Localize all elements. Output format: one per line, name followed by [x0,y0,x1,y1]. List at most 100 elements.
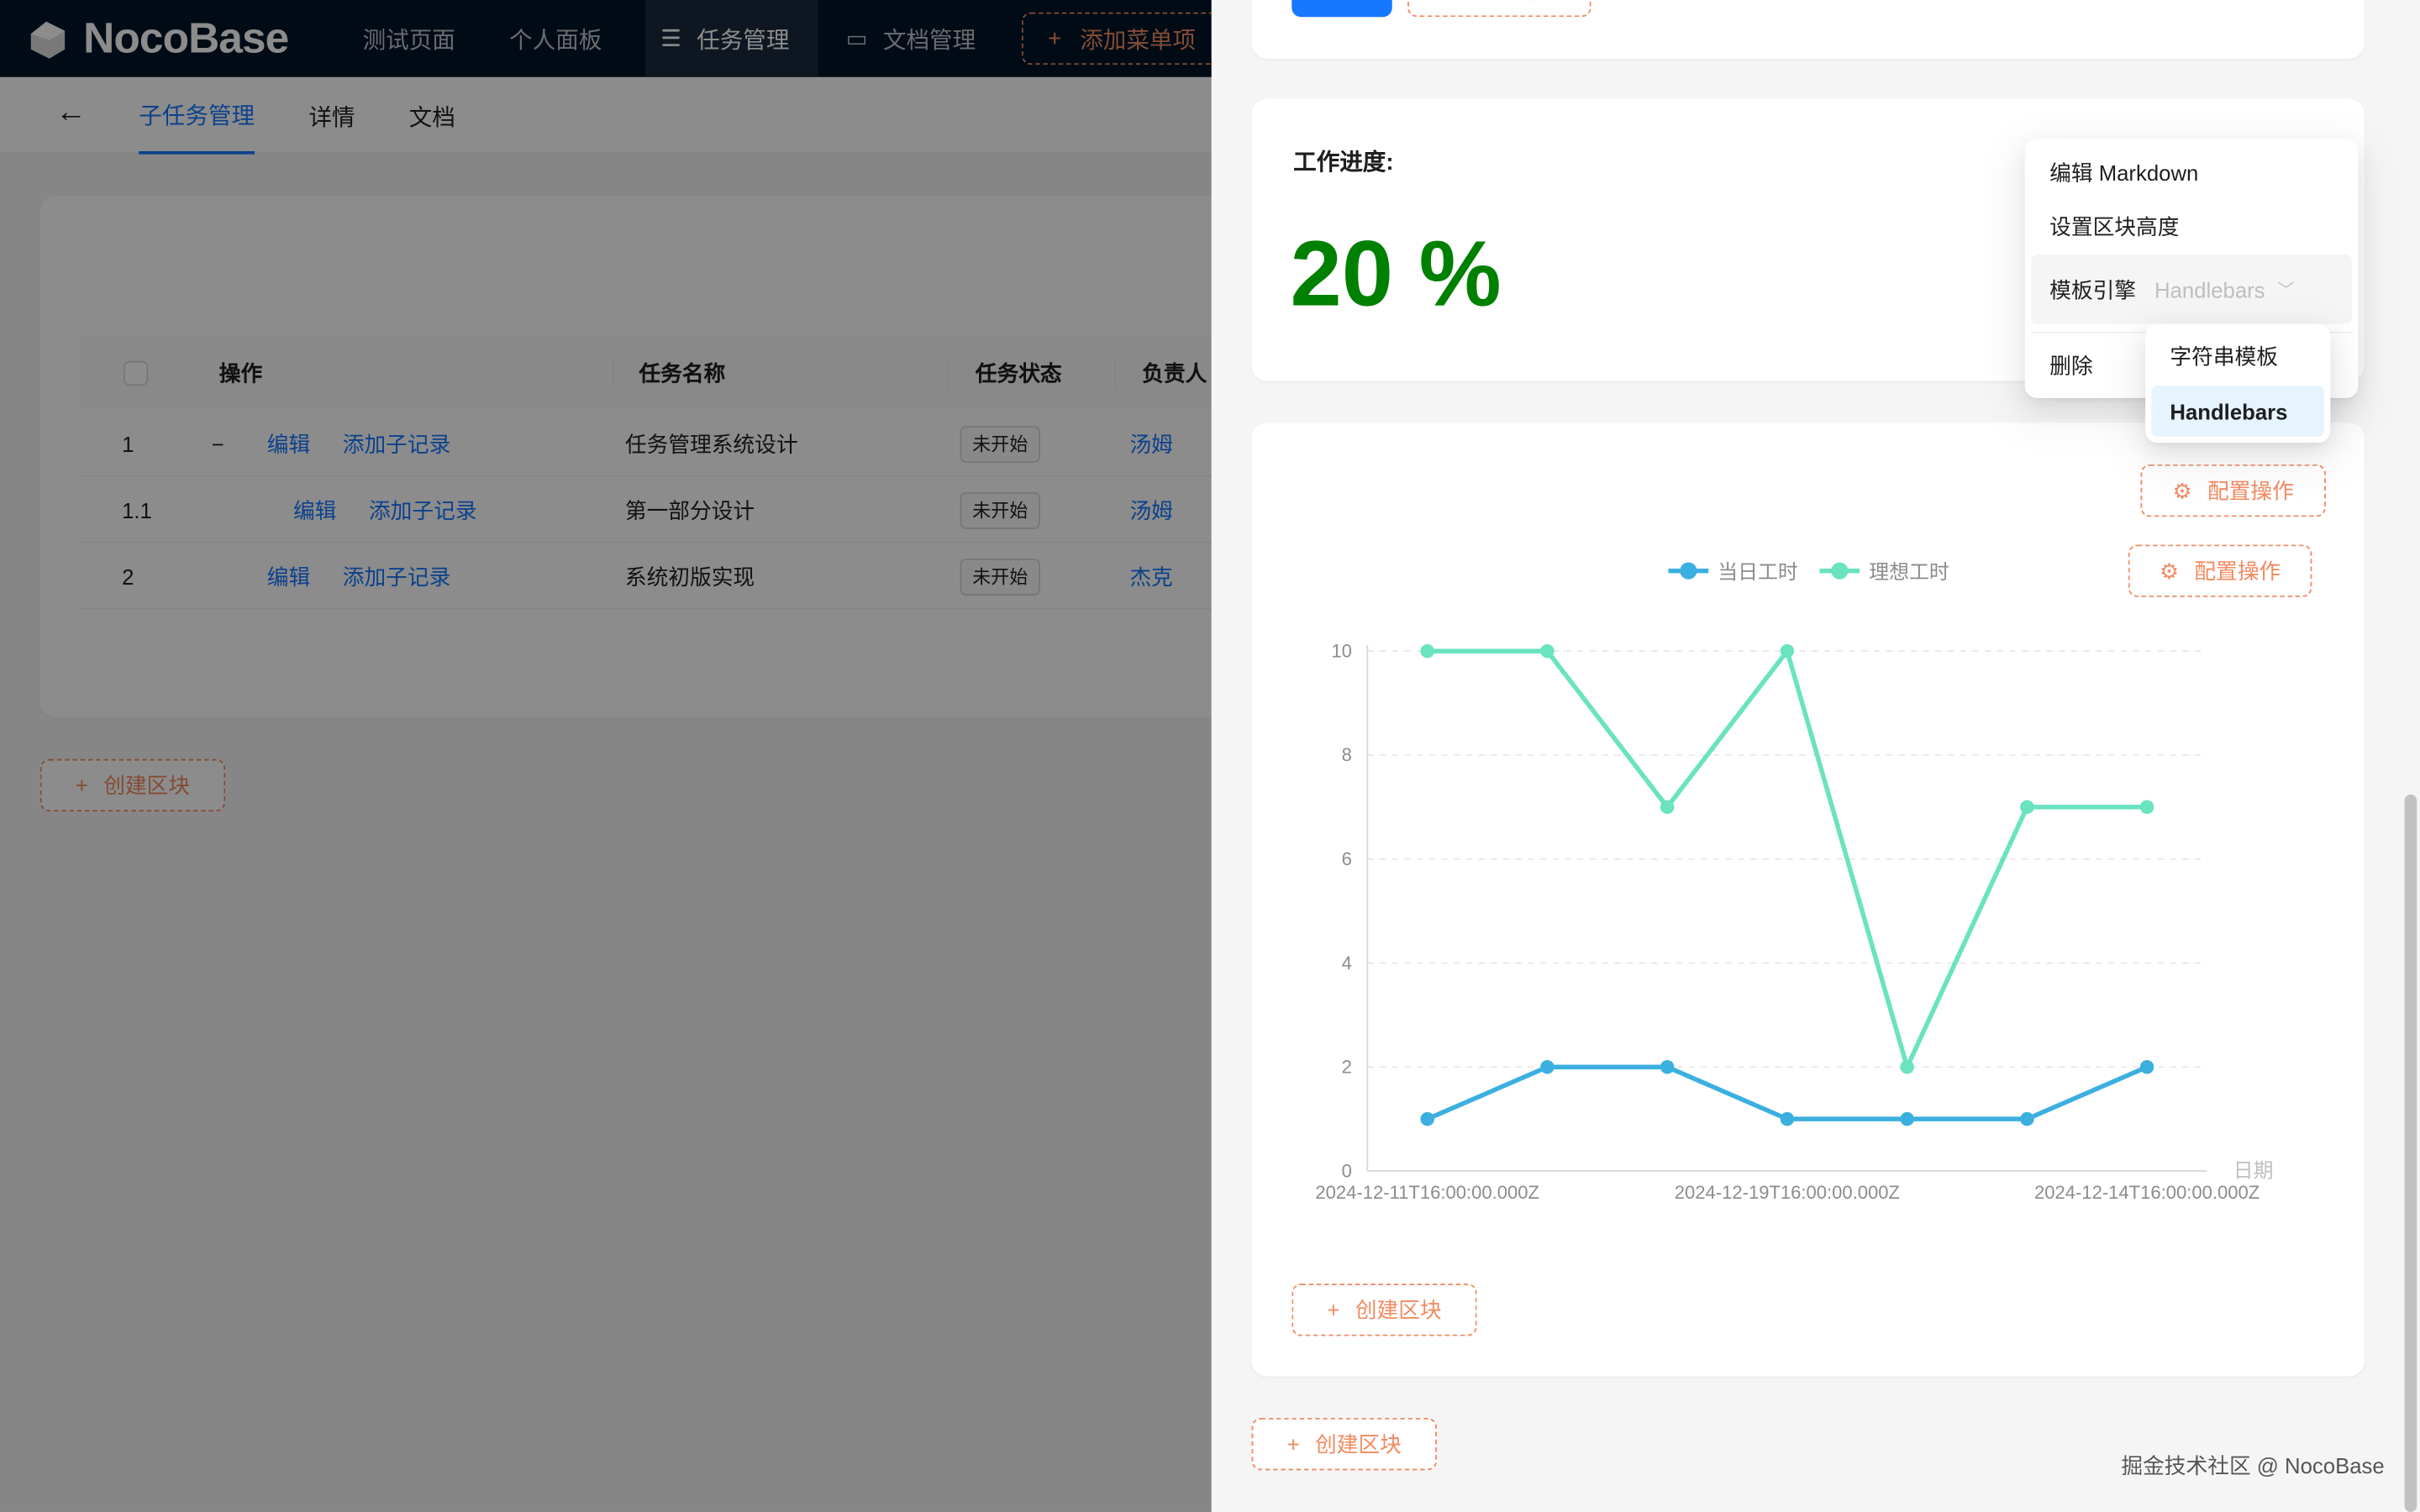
column-header-task-name[interactable]: 任务名称 [639,360,726,386]
submit-label: 提交 [1320,0,1363,5]
status-tag: 未开始 [960,425,1040,463]
menu-label: 测试页面 [362,27,455,54]
select-all-checkbox[interactable] [123,360,149,386]
edit-link[interactable]: 编辑 [292,497,337,522]
table-row: 1.1 编辑 添加子记录 第一部分设计 未开始 汤姆 [80,476,1212,543]
legend-marker [1831,562,1849,580]
add-child-link[interactable]: 添加子记录 [368,497,477,522]
row-index: 1 [122,431,134,456]
tab-subtasks[interactable]: 子任务管理 [139,77,255,155]
create-block-button[interactable]: + 创建区块 [1251,1417,1437,1471]
menu-item-doc-management[interactable]: ▭ 文档管理 [846,0,976,77]
status-tag: 未开始 [960,557,1040,596]
legend-label: 理想工时 [1869,561,1949,584]
configure-actions-label: 配置操作 [1474,0,1560,5]
logo-icon [30,21,66,59]
chart-configure-actions-button[interactable]: ⚙ 配置操作 [2128,544,2312,597]
nocobase-logo[interactable]: NocoBase [24,13,289,65]
column-header-status[interactable]: 任务状态 [975,360,1062,386]
menu-label: 模板引擎 [2049,276,2136,302]
menu-item-template-engine[interactable]: 模板引擎 Handlebars ﹀ [2031,255,2353,324]
plus-icon: + [1048,25,1062,52]
create-block-label: 创建区块 [1315,1431,1402,1457]
plus-icon: + [1327,1297,1340,1323]
progress-value: 20 % [1290,222,1502,326]
column-header-owner[interactable]: 负责人 [1142,360,1207,386]
data-point [1540,1059,1555,1074]
data-point [1540,643,1555,659]
menu-label: 文档管理 [882,27,976,54]
configure-actions-button[interactable]: ⚙ 配置操作 [2140,464,2326,517]
data-point [1900,1059,1914,1074]
create-block-label: 创建区块 [1355,1297,1442,1323]
data-point [1900,1111,1914,1126]
table-row: 2 编辑 添加子记录 系统初版实现 未开始 杰克 [80,543,1212,610]
legend-label: 当日工时 [1718,561,1797,584]
plus-icon: + [1286,1431,1300,1457]
drawer-mask[interactable] [0,0,1212,1512]
create-block-button[interactable]: + 创建区块 [1292,1284,1477,1336]
menu-item-block-height[interactable]: 设置区块高度 [2031,199,2352,255]
configure-actions-label: 配置操作 [2207,478,2294,503]
owner-link[interactable]: 杰克 [1129,564,1173,589]
configure-actions-button[interactable]: ⚙ 配置操作 [1407,0,1591,18]
tab-docs[interactable]: 文档 [409,77,455,155]
tab-label: 文档 [408,103,455,131]
option-label: Handlebars [2170,398,2288,424]
series-line [1426,1064,2149,1121]
option-handlebars[interactable]: Handlebars [2151,386,2325,437]
option-string-template[interactable]: 字符串模板 [2151,330,2324,382]
add-child-link[interactable]: 添加子记录 [342,564,451,589]
list-icon: ☰ [660,26,681,53]
y-tick-label: 4 [1342,953,1352,974]
task-name: 系统初版实现 [624,564,755,589]
progress-label: 工作进度: [1293,150,1394,176]
add-child-link[interactable]: 添加子记录 [342,431,451,456]
collapse-icon[interactable]: − [211,431,224,456]
x-tick-label: 2024-12-14T16:00:00.000Z [2034,1182,2260,1203]
menu-label: 个人面板 [509,27,602,54]
data-point [2020,800,2034,815]
edit-link[interactable]: 编辑 [266,431,311,456]
create-block-button[interactable]: + 创建区块 [39,759,226,812]
gear-icon: ⚙ [2159,557,2180,583]
tab-label: 详情 [308,103,355,131]
folder-icon: ▭ [845,26,868,53]
watermark: 掘金技术社区 @ NocoBase [2121,1453,2385,1478]
menu-item-test-page[interactable]: 测试页面 [363,0,455,77]
menu-item-delete[interactable]: 删除 [2031,338,2352,393]
table-row: 1 − 编辑 添加子记录 任务管理系统设计 未开始 汤姆 [80,410,1212,477]
task-name: 第一部分设计 [624,497,755,522]
tab-details[interactable]: 详情 [308,77,355,155]
data-point [1420,643,1434,659]
y-tick-label: 6 [1342,848,1352,869]
legend-marker [1680,562,1697,580]
configure-actions-label: 配置操作 [2194,558,2281,584]
y-tick-label: 10 [1331,640,1352,661]
edit-link[interactable]: 编辑 [266,564,311,589]
owner-link[interactable]: 汤姆 [1129,497,1173,522]
back-arrow-icon[interactable]: ← [55,95,87,130]
scrollbar-thumb[interactable] [2404,794,2417,1512]
data-point [1660,800,1675,815]
menu-item-edit-markdown[interactable]: 编辑 Markdown [2031,145,2352,201]
data-point [1420,1111,1434,1126]
data-point [2139,1059,2154,1074]
top-nav-bar [0,0,1212,77]
menu-label: 设置区块高度 [2049,214,2180,239]
add-menu-label: 添加菜单项 [1080,27,1197,54]
submit-button[interactable]: 提交 [1292,0,1392,18]
menu-item-personal-panel[interactable]: 个人面板 [509,0,602,77]
row-index: 2 [122,564,134,589]
template-engine-select[interactable]: Handlebars [2154,276,2265,302]
menu-item-task-management[interactable]: ☰ 任务管理 [644,0,818,77]
gear-icon: ⚙ [1439,0,1458,3]
menu-label: 删除 [2049,353,2093,378]
data-point [1660,1059,1675,1074]
data-point [2139,800,2154,815]
data-point [1780,643,1795,659]
y-tick-label: 0 [1342,1160,1352,1181]
owner-link[interactable]: 汤姆 [1129,431,1173,456]
menu-label: 编辑 Markdown [2049,160,2199,186]
column-header-actions: 操作 [218,360,263,386]
